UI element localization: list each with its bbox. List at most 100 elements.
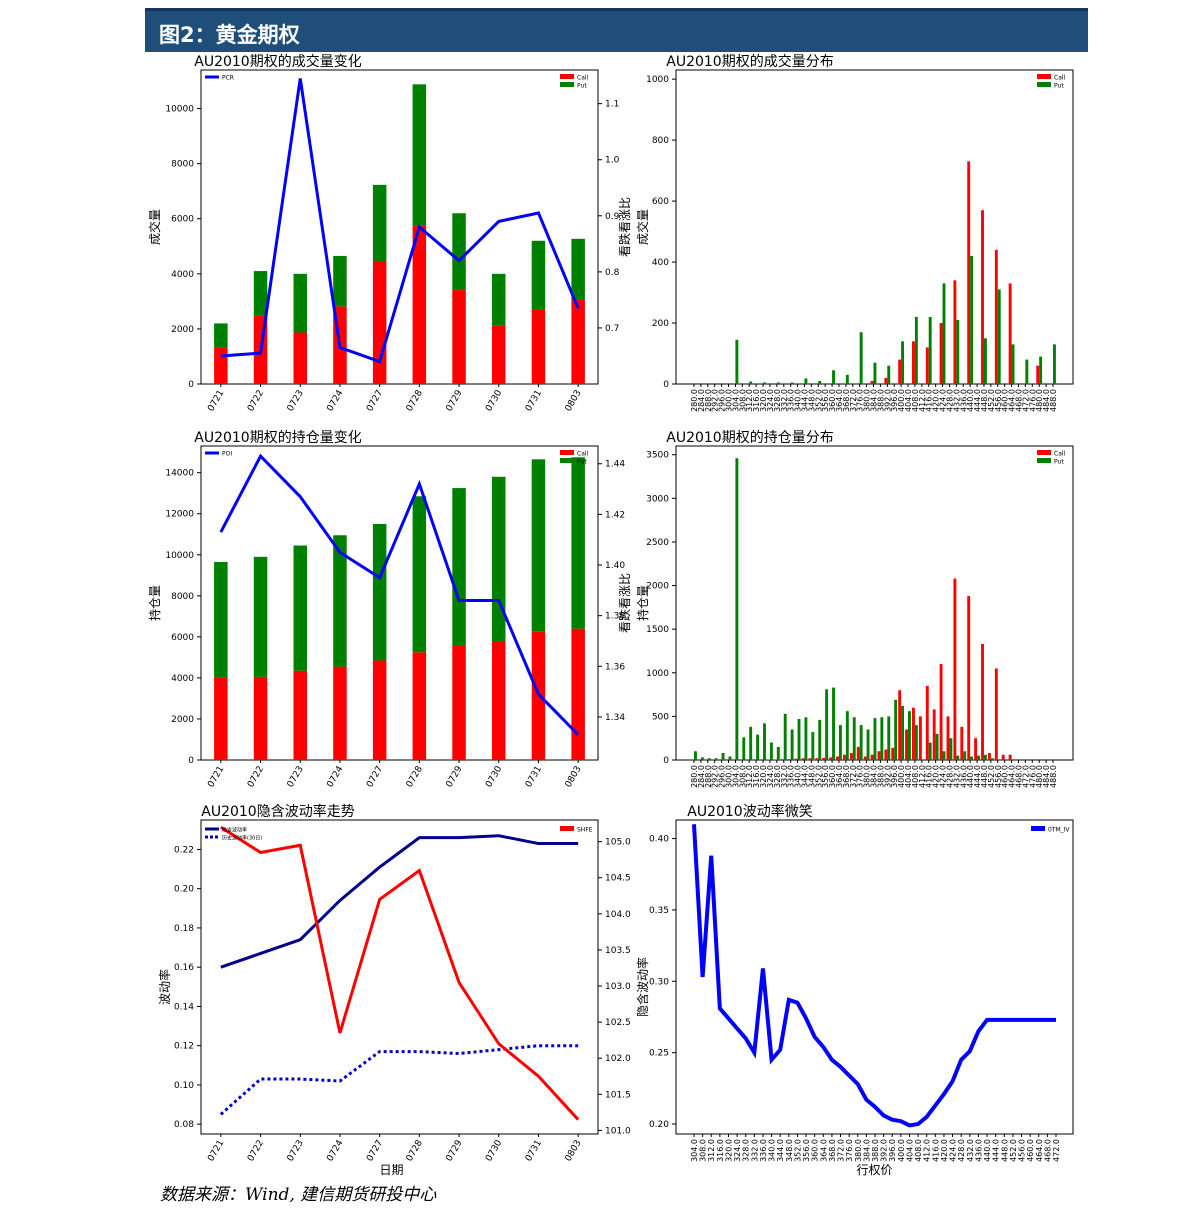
x-tick-label: 440.0 xyxy=(966,389,975,412)
y2-tick-label: 104.0 xyxy=(605,910,631,920)
chart-title: AU2010波动率微笑 xyxy=(687,803,812,820)
plot-frame xyxy=(675,69,1074,385)
put-bar xyxy=(763,723,766,760)
x-tick-label: 308.0 xyxy=(738,389,747,412)
futures-price-line xyxy=(220,825,580,1121)
call-bar xyxy=(877,751,881,760)
put-bar xyxy=(970,255,974,384)
x-tick-label: 416.0 xyxy=(925,389,934,412)
x-tick-label: 0803 xyxy=(564,765,584,790)
call-bar xyxy=(214,347,228,384)
x-tick-label: 328.0 xyxy=(773,389,782,412)
x-tick-label: 408.0 xyxy=(911,389,920,412)
put-bar xyxy=(908,711,911,760)
x-tick-label: 480.0 xyxy=(1035,389,1044,412)
call-bar xyxy=(452,645,466,760)
put-bar xyxy=(571,238,585,300)
put-bar xyxy=(735,458,739,760)
x-tick-label: 400.0 xyxy=(897,1139,906,1162)
x-tick-label: 332.0 xyxy=(780,389,789,412)
x-tick-label: 456.0 xyxy=(994,765,1003,788)
x-tick-label: 472.0 xyxy=(1052,1139,1061,1162)
x-tick-label: 380.0 xyxy=(863,765,872,788)
y-tick-label: 0.12 xyxy=(174,1042,194,1052)
x-tick-label: 460.0 xyxy=(1001,389,1010,412)
put-bar xyxy=(914,725,918,760)
x-tick-label: 476.0 xyxy=(1028,765,1037,788)
call-bar xyxy=(253,676,268,760)
y-tick-label: 6000 xyxy=(171,215,194,225)
put-bar xyxy=(492,273,506,326)
x-tick-label: 392.0 xyxy=(883,765,892,788)
call-bar xyxy=(452,290,466,384)
call-bar xyxy=(939,323,943,384)
x-tick-label: 332.0 xyxy=(780,765,789,788)
y-tick-label: 0 xyxy=(663,756,669,766)
x-tick-label: 0731 xyxy=(524,1139,544,1164)
x-tick-label: 312.0 xyxy=(745,765,754,788)
y2-axis-label: 看跌看涨比 xyxy=(617,573,632,633)
x-tick-label: 0803 xyxy=(564,1139,584,1164)
call-bar xyxy=(925,347,929,384)
call-bar xyxy=(981,643,984,760)
put-bar xyxy=(797,719,801,760)
put-bar xyxy=(452,488,466,646)
x-tick-label: 300.0 xyxy=(725,389,734,412)
y-tick-label: 0.22 xyxy=(174,845,194,855)
x-tick-label: 0730 xyxy=(484,1138,504,1163)
call-bar xyxy=(967,161,971,384)
put-bar xyxy=(783,713,787,760)
legend-label: Put xyxy=(1054,83,1064,90)
x-tick-label: 324.0 xyxy=(766,389,775,412)
call-bar xyxy=(1008,283,1012,384)
y-axis-label: 持仓量 xyxy=(147,585,162,621)
put-bar xyxy=(942,751,946,760)
x-tick-label: 292.0 xyxy=(711,765,720,788)
y2-tick-label: 1.34 xyxy=(605,713,625,723)
call-bar xyxy=(856,746,860,760)
call-bar xyxy=(939,664,943,760)
put-bar xyxy=(997,289,1001,384)
chart-title: AU2010隐含波动率走势 xyxy=(201,803,354,820)
x-tick-label: 296.0 xyxy=(718,389,727,412)
put-bar xyxy=(838,725,842,760)
call-bar xyxy=(891,747,895,760)
call-bar xyxy=(953,578,957,760)
legend-swatch xyxy=(1037,450,1051,455)
y-tick-label: 0.20 xyxy=(174,885,194,895)
y-axis-label: 成交量 xyxy=(635,209,650,245)
put-bar xyxy=(293,273,307,333)
put-bar xyxy=(866,729,870,760)
put-bar xyxy=(873,362,877,384)
put-bar xyxy=(845,374,849,384)
x-tick-label: 308.0 xyxy=(738,765,747,788)
call-bar xyxy=(531,309,546,384)
x-tick-label: 404.0 xyxy=(904,765,913,788)
chart-title: AU2010期权的持仓量分布 xyxy=(666,430,833,446)
x-tick-label: 416.0 xyxy=(925,765,934,788)
y-tick-label: 10000 xyxy=(165,551,194,561)
legend-label: POI xyxy=(222,451,232,458)
x-tick-label: 408.0 xyxy=(914,1139,923,1162)
x-tick-label: 360.0 xyxy=(828,765,837,788)
x-tick-label: 352.0 xyxy=(814,765,823,788)
chart-open-interest-distribution: AU2010期权的持仓量分布 0 500 1000 1500 2000 2500 3000 35… xyxy=(635,430,1074,788)
legend-label: Call xyxy=(577,451,589,458)
chart-volume-distribution: AU2010期权的成交量分布 0 200 400 600 800 1000 280.0284.… xyxy=(635,53,1074,412)
y2-tick-label: 102.0 xyxy=(605,1054,631,1064)
put-bar xyxy=(333,535,347,667)
x-tick-label: 372.0 xyxy=(837,1139,846,1162)
chart-title: AU2010期权的持仓量变化 xyxy=(194,430,361,446)
x-tick-label: 368.0 xyxy=(828,1139,837,1162)
call-bar xyxy=(571,628,585,760)
chart-implied-volatility-trend: AU2010隐含波动率走势 0.08 0.10 0.12 0.14 0.16 0.18 0.2… xyxy=(157,803,631,1177)
x-tick-label: 320.0 xyxy=(724,1139,733,1162)
call-bar xyxy=(780,759,784,760)
put-bar xyxy=(914,316,918,384)
put-bar xyxy=(293,545,307,671)
call-bar xyxy=(870,380,874,384)
x-tick-label: 420.0 xyxy=(940,1139,949,1162)
x-tick-label: 356.0 xyxy=(821,765,830,788)
x-tick-label: 432.0 xyxy=(952,765,961,788)
call-bar xyxy=(808,758,812,760)
